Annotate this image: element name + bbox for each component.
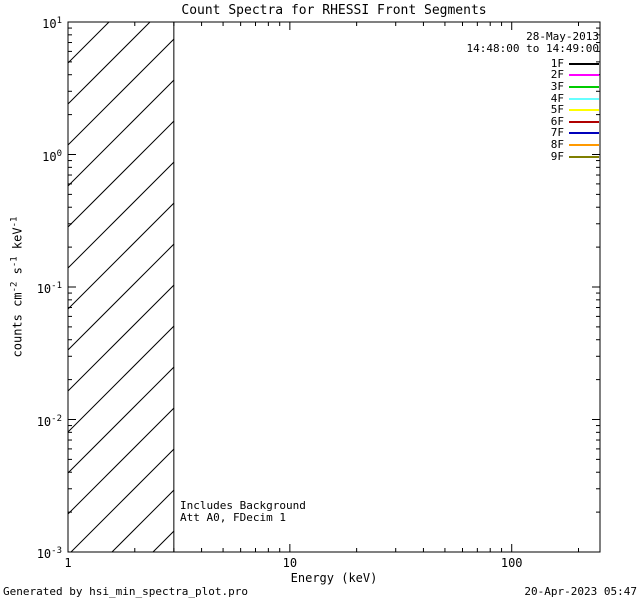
legend-entry-label: 4F bbox=[550, 91, 564, 105]
legend-entry: 4F bbox=[467, 91, 599, 105]
legend-entry: 6F bbox=[467, 114, 599, 128]
legend-line-swatch bbox=[569, 62, 599, 65]
legend: 28-May-2013 14:48:00 to 14:49:00 1F 2F 3F 4… bbox=[467, 31, 599, 162]
legend-entry: 5F bbox=[467, 104, 599, 116]
x-tick-label: 100 bbox=[500, 556, 523, 570]
legend-entry-label: 1F bbox=[550, 56, 564, 70]
y-tick-label: 10-1 bbox=[36, 281, 62, 296]
x-tick-label: 10 bbox=[282, 556, 298, 570]
x-axis-label: Energy (keV) bbox=[290, 571, 378, 585]
legend-line-swatch bbox=[569, 74, 599, 77]
legend-entry-label: 6F bbox=[550, 114, 564, 128]
legend-entry-label: 9F bbox=[550, 149, 564, 163]
y-axis-label: counts cm-2 s-1 keV-1 bbox=[9, 216, 25, 358]
legend-line-swatch bbox=[569, 109, 599, 112]
annotation-attenuator-state: Att A0, FDecim 1 bbox=[180, 511, 286, 524]
legend-time-range: 14:48:00 to 14:49:00 bbox=[466, 42, 599, 55]
legend-line-swatch bbox=[569, 143, 599, 146]
footer-timestamp: 20-Apr-2023 05:47 bbox=[524, 585, 637, 598]
annotation-includes-background: Includes Background bbox=[180, 499, 306, 512]
legend-entry: 9F bbox=[467, 149, 599, 163]
legend-entry-label: 8F bbox=[550, 137, 564, 151]
legend-entry: 8F bbox=[467, 137, 599, 151]
x-tick-label: 1 bbox=[64, 556, 72, 570]
legend-entry: 3F bbox=[467, 79, 599, 93]
legend-entry: 1F bbox=[467, 56, 599, 70]
legend-line-swatch bbox=[569, 155, 599, 158]
legend-entries: 1F 2F 3F 4F 5F 6F 7F 8F 9F bbox=[467, 56, 599, 163]
legend-line-swatch bbox=[569, 97, 599, 100]
legend-date: 28-May-2013 bbox=[526, 30, 599, 43]
legend-entry: 7F bbox=[467, 126, 599, 140]
y-tick-label: 101 bbox=[42, 16, 62, 31]
legend-line-swatch bbox=[569, 120, 599, 123]
y-tick-label: 100 bbox=[42, 148, 62, 164]
legend-line-swatch bbox=[569, 85, 599, 88]
footer-generator: Generated by hsi_min_spectra_plot.pro bbox=[3, 585, 249, 598]
legend-entry-label: 7F bbox=[550, 126, 564, 140]
legend-entry-label: 5F bbox=[550, 103, 564, 117]
y-tick-label: 10-3 bbox=[36, 546, 62, 561]
legend-entry-label: 3F bbox=[550, 79, 564, 93]
plot-title: Count Spectra for RHESSI Front Segments bbox=[181, 3, 487, 18]
legend-line-swatch bbox=[569, 132, 599, 135]
legend-entry-label: 2F bbox=[550, 68, 564, 82]
legend-entry: 2F bbox=[467, 68, 599, 82]
y-tick-label: 10-2 bbox=[36, 413, 62, 429]
